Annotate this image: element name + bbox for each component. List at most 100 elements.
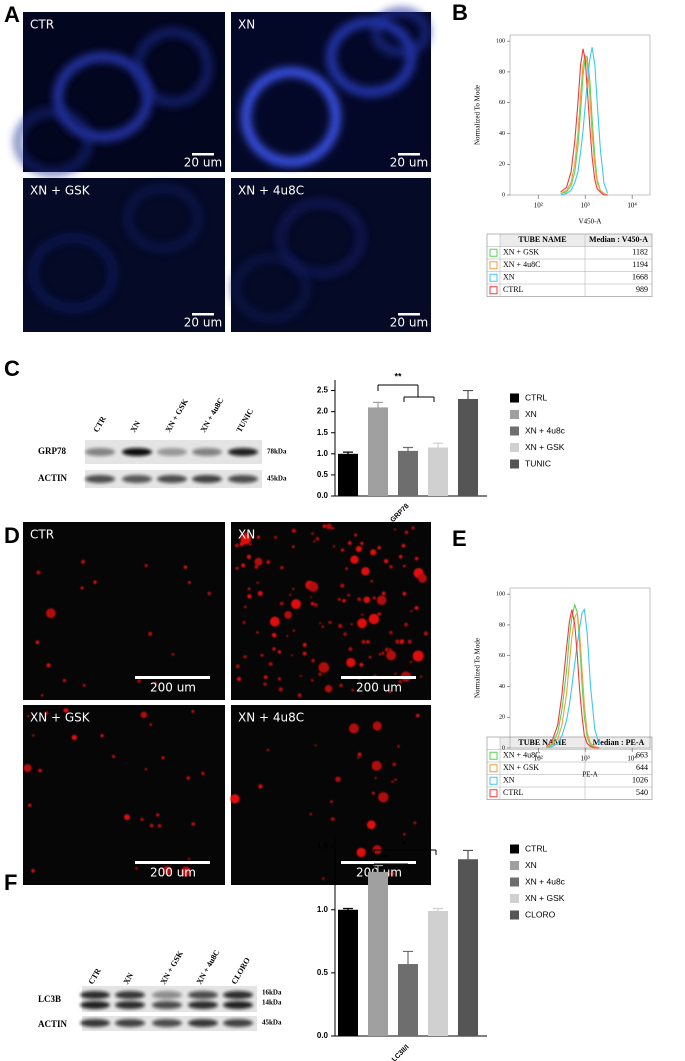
puncta: [412, 650, 424, 662]
table-cell: 644: [636, 763, 648, 772]
bar: [458, 398, 478, 496]
puncta: [309, 812, 313, 816]
scale-label: 20 um: [184, 316, 222, 330]
blot-band: [80, 991, 110, 999]
legend-swatch: [510, 426, 519, 436]
row-label: GRP78: [38, 446, 66, 456]
puncta: [330, 817, 335, 821]
puncta: [392, 762, 396, 767]
puncta: [272, 633, 277, 638]
puncta: [357, 597, 362, 602]
cell: [123, 183, 203, 253]
puncta: [154, 681, 158, 685]
puncta: [260, 653, 264, 657]
puncta: [269, 616, 280, 627]
histogram-curve: [560, 48, 608, 196]
puncta: [391, 780, 394, 783]
blot-band: [152, 1019, 182, 1027]
blot-band: [228, 448, 258, 456]
legend-swatch: [510, 894, 519, 903]
puncta: [230, 794, 240, 804]
puncta: [395, 639, 400, 644]
puncta: [394, 778, 397, 781]
significance-label: **: [394, 371, 402, 381]
bar: [368, 407, 388, 496]
y-tick-label: 0: [502, 192, 505, 198]
blot-band: [85, 475, 115, 483]
puncta: [40, 694, 44, 697]
table-header-bg: [500, 737, 652, 750]
micrograph: [23, 705, 225, 885]
plot-frame: [509, 587, 651, 749]
puncta: [246, 554, 252, 559]
puncta: [389, 630, 393, 635]
puncta: [310, 602, 315, 606]
puncta: [360, 541, 364, 546]
puncta: [322, 877, 325, 880]
table-cell: XN: [503, 273, 515, 282]
puncta: [112, 754, 116, 758]
puncta: [339, 683, 343, 688]
puncta: [235, 566, 239, 570]
x-tick-label: 10²: [534, 755, 543, 763]
puncta: [414, 606, 419, 610]
puncta: [277, 677, 282, 681]
histogram-curve: [560, 55, 608, 196]
y-tick-label: 40: [499, 131, 505, 137]
plot-frame: [509, 34, 651, 196]
puncta: [383, 559, 389, 564]
puncta: [45, 713, 48, 716]
lane-label: XN + 4u8C: [199, 396, 226, 434]
puncta: [372, 721, 382, 731]
puncta: [278, 687, 283, 692]
puncta: [361, 613, 364, 616]
table-cell: 1668: [632, 273, 648, 282]
legend-swatch: [510, 861, 519, 870]
blot-band: [80, 1001, 110, 1009]
puncta: [335, 776, 341, 783]
scale-bar: [398, 153, 420, 156]
puncta: [162, 865, 172, 875]
puncta: [370, 579, 374, 583]
puncta: [361, 639, 366, 645]
puncta: [149, 823, 154, 828]
micrograph: [231, 522, 431, 700]
puncta: [241, 563, 246, 568]
puncta: [398, 679, 402, 684]
puncta: [404, 530, 409, 535]
puncta: [242, 620, 246, 625]
puncta: [330, 526, 335, 530]
puncta: [149, 723, 152, 726]
image-label: CTR: [30, 528, 54, 542]
puncta: [188, 581, 191, 584]
panel-label: F: [4, 870, 17, 895]
puncta: [291, 545, 295, 548]
table-header: TUBE NAME: [518, 235, 566, 244]
table-cell: CTRL: [503, 285, 524, 294]
error-bar: [433, 442, 443, 452]
table-border: [486, 736, 653, 800]
blot-band: [223, 1001, 253, 1009]
puncta: [343, 632, 347, 636]
legend-swatch: [510, 844, 519, 854]
legend-label: CTRL: [525, 843, 547, 853]
legend-label: XN + 4u8c: [525, 425, 566, 435]
puncta: [45, 608, 56, 619]
size-label: 45kDa: [267, 475, 287, 483]
puncta: [357, 618, 367, 629]
puncta: [234, 543, 239, 548]
table-cell: XN + 4u8C: [503, 751, 540, 760]
puncta: [371, 791, 375, 795]
puncta: [361, 567, 370, 576]
puncta: [409, 660, 412, 664]
lane-label: XN + GSK: [164, 397, 191, 434]
legend-label: XN + GSK: [525, 442, 565, 452]
x-tick-label: 10³: [581, 755, 590, 763]
y-tick-label: 0.5: [317, 968, 329, 977]
puncta: [318, 672, 322, 676]
puncta: [399, 640, 404, 644]
scale-label: 200 um: [150, 866, 196, 880]
y-tick-label: 100: [496, 592, 505, 598]
table-border: [486, 233, 653, 297]
puncta: [247, 587, 251, 591]
